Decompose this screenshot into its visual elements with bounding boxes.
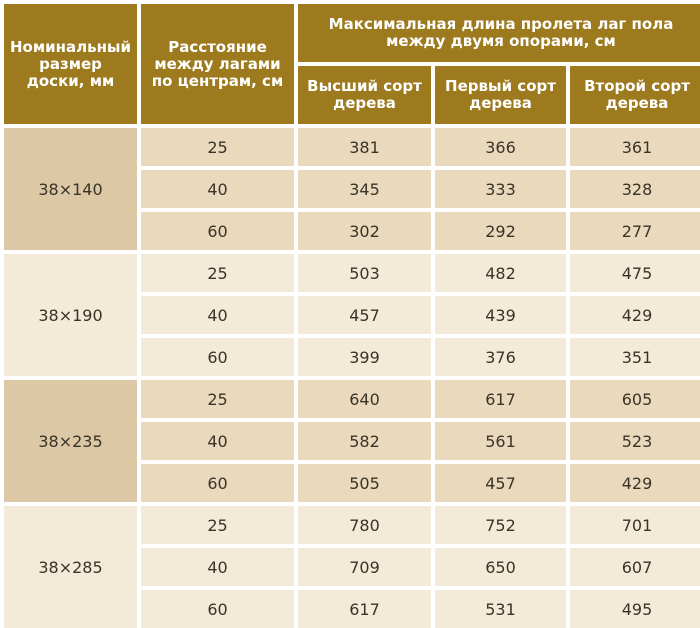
header-grade-premium: Высший сорт дерева [298,66,431,124]
span-value-cell: 345 [298,170,431,208]
span-value-cell: 701 [570,506,700,544]
span-value-cell: 523 [570,422,700,460]
span-value-cell: 503 [298,254,431,292]
span-value-cell: 617 [298,590,431,628]
spacing-cell: 60 [141,212,294,250]
span-value-cell: 640 [298,380,431,418]
board-size-cell: 38×285 [4,506,137,628]
span-value-cell: 302 [298,212,431,250]
span-value-cell: 650 [435,548,566,586]
header-max-span: Максимальная длина пролета лаг пола межд… [298,4,700,62]
spacing-cell: 40 [141,548,294,586]
board-size-cell: 38×235 [4,380,137,502]
span-value-cell: 292 [435,212,566,250]
spacing-cell: 40 [141,422,294,460]
spacing-cell: 40 [141,296,294,334]
span-value-cell: 605 [570,380,700,418]
span-value-cell: 399 [298,338,431,376]
span-value-cell: 482 [435,254,566,292]
span-value-cell: 457 [435,464,566,502]
board-size-cell: 38×140 [4,128,137,250]
span-value-cell: 351 [570,338,700,376]
spacing-cell: 60 [141,338,294,376]
spacing-cell: 60 [141,464,294,502]
spacing-cell: 25 [141,380,294,418]
span-value-cell: 475 [570,254,700,292]
span-value-cell: 381 [298,128,431,166]
span-value-cell: 752 [435,506,566,544]
span-value-cell: 561 [435,422,566,460]
spacing-cell: 25 [141,506,294,544]
spacing-cell: 25 [141,254,294,292]
span-value-cell: 439 [435,296,566,334]
span-value-cell: 505 [298,464,431,502]
span-value-cell: 709 [298,548,431,586]
span-value-cell: 582 [298,422,431,460]
header-nominal-size: Номинальный размер доски, мм [4,4,137,124]
span-value-cell: 617 [435,380,566,418]
span-value-cell: 277 [570,212,700,250]
span-value-cell: 457 [298,296,431,334]
header-grade-second: Второй сорт дерева [570,66,700,124]
span-value-cell: 531 [435,590,566,628]
span-value-cell: 366 [435,128,566,166]
span-value-cell: 429 [570,296,700,334]
span-value-cell: 429 [570,464,700,502]
span-value-cell: 333 [435,170,566,208]
spacing-cell: 40 [141,170,294,208]
span-value-cell: 495 [570,590,700,628]
spacing-cell: 25 [141,128,294,166]
span-table: Номинальный размер доски, мм Расстояние … [4,4,700,628]
board-size-cell: 38×190 [4,254,137,376]
span-value-cell: 376 [435,338,566,376]
span-value-cell: 780 [298,506,431,544]
span-value-cell: 607 [570,548,700,586]
span-value-cell: 328 [570,170,700,208]
spacing-cell: 60 [141,590,294,628]
span-value-cell: 361 [570,128,700,166]
header-grade-first: Первый сорт дерева [435,66,566,124]
header-spacing: Расстояние между лагами по центрам, см [141,4,294,124]
